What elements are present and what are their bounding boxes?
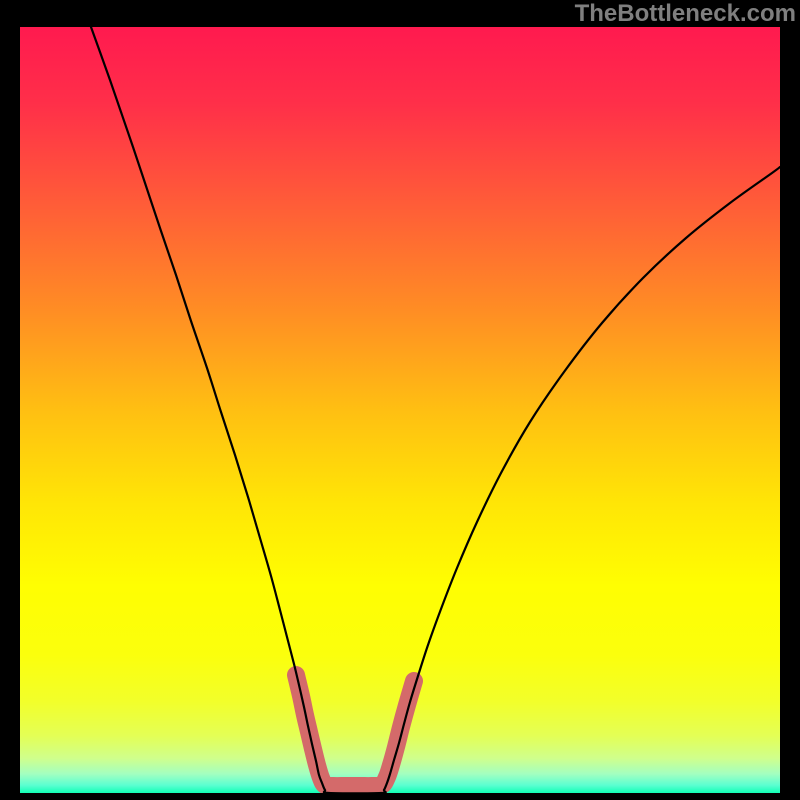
watermark: TheBottleneck.com [575, 0, 796, 28]
plot-area [20, 27, 780, 793]
plot-svg [20, 27, 780, 793]
gradient-background [20, 27, 780, 793]
chart-stage: TheBottleneck.com [0, 0, 800, 800]
